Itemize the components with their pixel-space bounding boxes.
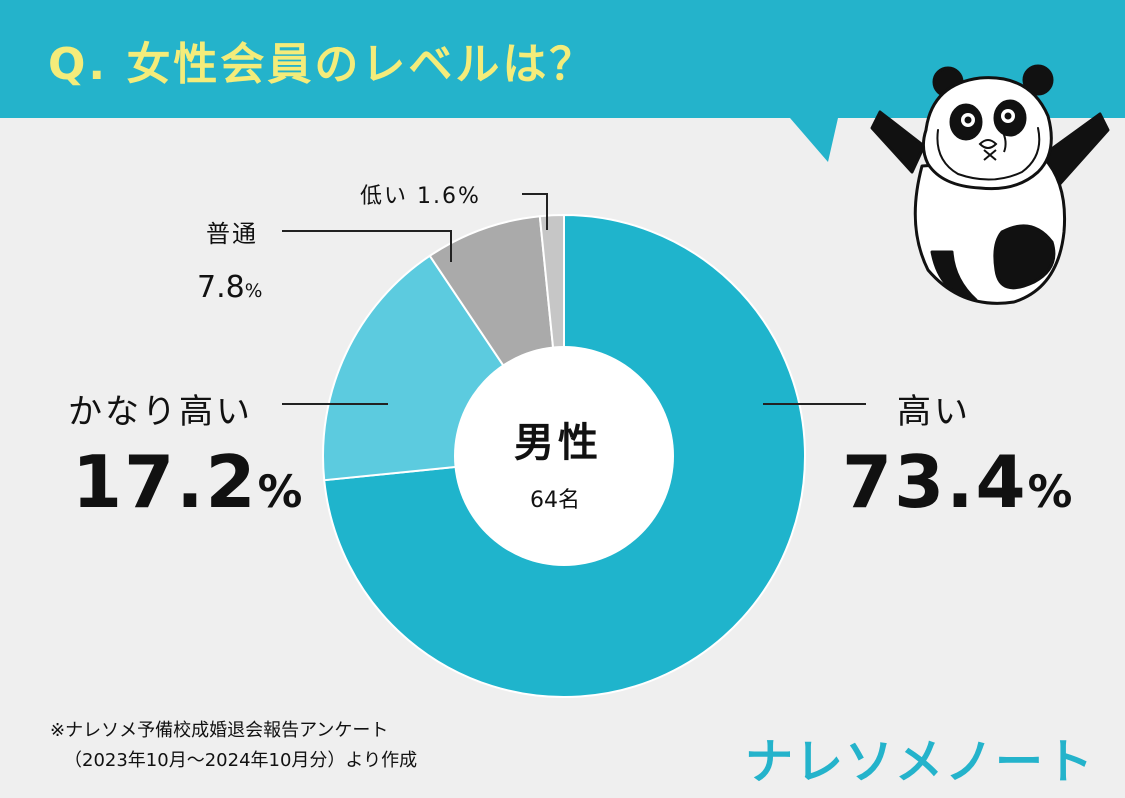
donut-hole	[454, 346, 674, 566]
label-normal-number: 7.8	[197, 270, 245, 305]
label-low-name: 低い	[360, 184, 409, 209]
label-very-high-unit: %	[257, 466, 305, 518]
center-title: 男性	[514, 420, 602, 466]
footnote-line-1: ※ナレソメ予備校成婚退会報告アンケート	[50, 720, 389, 741]
crying-panda-icon	[870, 64, 1110, 305]
label-high-unit: %	[1027, 466, 1075, 518]
chart-title: Q. 女性会員のレベルは？	[48, 39, 597, 90]
label-low: 低い 1.6%	[360, 178, 481, 210]
label-high-number: 73.4	[842, 440, 1028, 524]
label-normal-value: 7.8%	[197, 270, 262, 305]
label-normal-unit: %	[244, 281, 263, 302]
center-respondents: 64名	[530, 488, 580, 513]
label-very-high-number: 17.2	[72, 440, 258, 524]
label-low-number: 1.6	[417, 184, 459, 209]
label-very-high-value: 17.2%	[72, 440, 304, 524]
label-high-name: 高い	[897, 392, 971, 432]
label-very-high-name: かなり高い	[68, 392, 253, 432]
label-low-unit: %	[458, 184, 481, 209]
label-normal-name: 普通	[206, 220, 258, 248]
leader-line-normal	[282, 230, 452, 262]
leader-line-low	[522, 193, 548, 230]
title-banner	[0, 0, 1125, 162]
label-high-value: 73.4%	[842, 440, 1074, 524]
footnote-line-2: （2023年10月～2024年10月分）より作成	[64, 750, 418, 771]
leader-lines	[282, 193, 866, 405]
banner-shape	[0, 0, 1125, 162]
brand-logo: ナレソメノート	[744, 734, 1095, 790]
